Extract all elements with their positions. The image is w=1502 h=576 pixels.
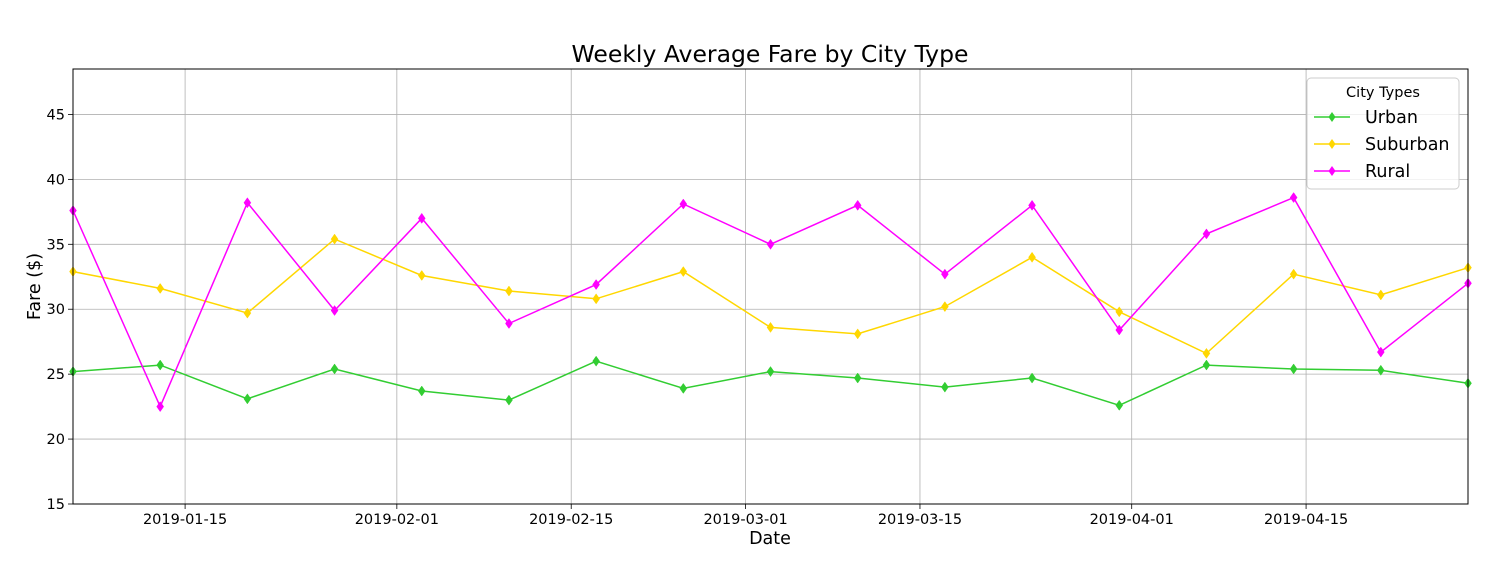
x-tick-label: 2019-04-01 bbox=[1090, 512, 1174, 528]
legend: City Types Urban Suburban Rural bbox=[1306, 77, 1460, 190]
data-point-rural bbox=[1028, 199, 1036, 211]
data-point-rural bbox=[330, 305, 339, 316]
x-axis: 2019-01-15 2019-02-01 2019-02-15 2019-03-01… bbox=[143, 504, 1348, 528]
data-point-urban bbox=[330, 363, 339, 375]
data-point-rural bbox=[505, 318, 513, 329]
legend-frame bbox=[1306, 77, 1460, 190]
legend-label-urban: Urban bbox=[1365, 108, 1418, 128]
x-axis-label: Date bbox=[749, 529, 791, 549]
data-point-urban bbox=[592, 355, 600, 367]
series-group bbox=[69, 192, 1472, 413]
data-point-suburban bbox=[1377, 289, 1385, 301]
data-point-suburban bbox=[156, 283, 164, 294]
data-point-rural bbox=[243, 197, 252, 209]
plot-frame bbox=[72, 68, 1469, 505]
legend-marker-suburban bbox=[1328, 139, 1336, 149]
data-point-rural bbox=[766, 238, 775, 250]
data-point-suburban bbox=[330, 233, 339, 245]
data-point-rural bbox=[417, 212, 426, 224]
legend-label-suburban: Suburban bbox=[1365, 135, 1450, 155]
x-tick-label: 2019-03-01 bbox=[703, 512, 787, 528]
data-point-rural bbox=[1115, 324, 1124, 336]
legend-item-urban: Urban bbox=[1314, 108, 1418, 128]
data-point-urban bbox=[1377, 364, 1385, 376]
data-point-suburban bbox=[1289, 268, 1298, 280]
x-tick-label: 2019-01-15 bbox=[143, 512, 227, 528]
y-tick-label: 35 bbox=[47, 237, 65, 253]
legend-marker-urban bbox=[1328, 112, 1336, 122]
x-tick-label: 2019-02-15 bbox=[529, 512, 613, 528]
y-tick-label: 45 bbox=[47, 107, 65, 123]
y-axis: 15 20 25 30 35 40 45 bbox=[47, 107, 73, 513]
data-point-urban bbox=[679, 382, 688, 394]
data-point-suburban bbox=[592, 293, 600, 305]
y-tick-label: 30 bbox=[47, 302, 65, 318]
x-tick-label: 2019-04-15 bbox=[1264, 512, 1348, 528]
data-point-suburban bbox=[679, 266, 688, 278]
data-point-urban bbox=[156, 359, 164, 371]
data-point-urban bbox=[1202, 359, 1211, 371]
y-axis-label: Fare ($) bbox=[25, 253, 45, 320]
data-point-rural bbox=[941, 268, 949, 280]
data-point-urban bbox=[505, 394, 513, 406]
data-point-suburban bbox=[1028, 251, 1036, 263]
legend-label-rural: Rural bbox=[1365, 162, 1410, 182]
data-point-rural bbox=[1202, 228, 1211, 240]
data-point-urban bbox=[1115, 399, 1124, 411]
data-point-urban bbox=[417, 385, 426, 397]
data-point-urban bbox=[853, 372, 862, 384]
grid bbox=[73, 69, 1468, 505]
series-urban bbox=[69, 355, 1472, 411]
data-point-rural bbox=[1377, 346, 1385, 358]
legend-item-rural: Rural bbox=[1314, 162, 1410, 182]
data-point-urban bbox=[1289, 363, 1298, 375]
data-point-rural bbox=[853, 199, 862, 211]
x-tick-label: 2019-03-15 bbox=[878, 512, 962, 528]
data-point-suburban bbox=[417, 270, 426, 281]
y-tick-label: 25 bbox=[47, 367, 65, 383]
data-point-suburban bbox=[941, 301, 949, 313]
data-point-suburban bbox=[853, 328, 862, 340]
series-rural bbox=[69, 192, 1472, 413]
data-point-rural bbox=[679, 198, 688, 210]
data-point-urban bbox=[941, 381, 949, 393]
legend-title: City Types bbox=[1346, 85, 1420, 101]
series-line-suburban bbox=[72, 238, 1469, 355]
series-suburban bbox=[69, 233, 1472, 359]
data-point-rural bbox=[592, 279, 600, 290]
y-tick-label: 15 bbox=[47, 497, 65, 513]
chart-title: Weekly Average Fare by City Type bbox=[572, 40, 969, 68]
data-point-urban bbox=[766, 366, 775, 377]
data-point-rural bbox=[1289, 192, 1298, 203]
data-point-suburban bbox=[243, 307, 252, 319]
data-point-suburban bbox=[1202, 347, 1211, 359]
data-point-suburban bbox=[766, 321, 775, 333]
data-point-suburban bbox=[505, 285, 513, 297]
y-tick-label: 20 bbox=[47, 432, 65, 448]
data-point-rural bbox=[156, 401, 164, 413]
legend-item-suburban: Suburban bbox=[1314, 135, 1450, 155]
data-point-suburban bbox=[1115, 306, 1124, 318]
y-tick-label: 40 bbox=[47, 172, 65, 188]
legend-marker-rural bbox=[1328, 166, 1336, 176]
x-tick-label: 2019-02-01 bbox=[355, 512, 439, 528]
legend-items: Urban Suburban Rural bbox=[1314, 108, 1450, 182]
data-point-urban bbox=[243, 393, 252, 405]
data-point-urban bbox=[1028, 372, 1036, 384]
